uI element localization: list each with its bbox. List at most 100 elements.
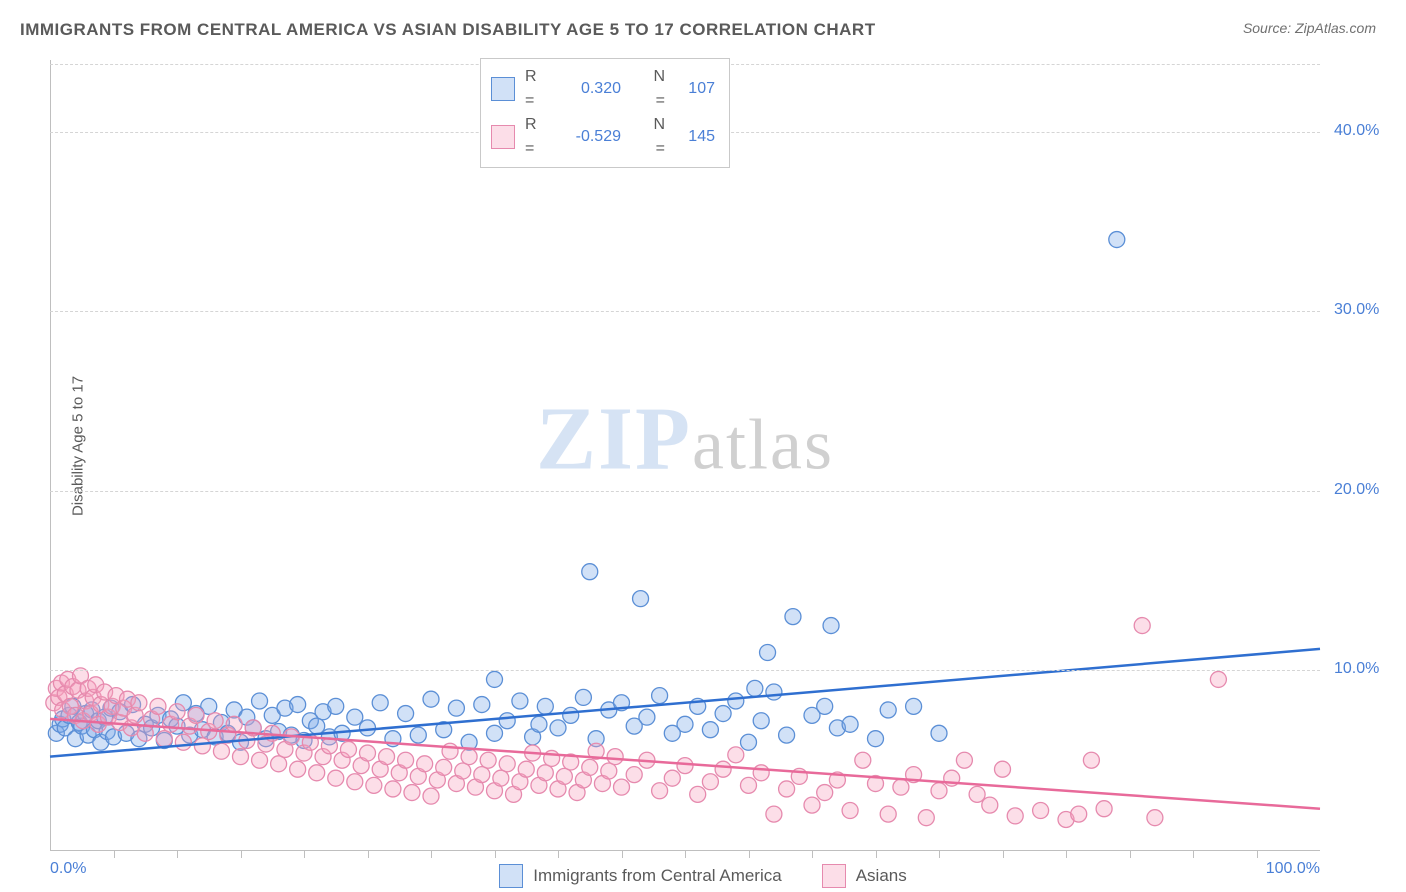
scatter-point-series1 bbox=[499, 713, 515, 729]
x-tick-mark bbox=[495, 850, 496, 858]
scatter-point-series1 bbox=[741, 734, 757, 750]
scatter-point-series2 bbox=[309, 765, 325, 781]
scatter-point-series2 bbox=[398, 752, 414, 768]
legend-bottom-item2: Asians bbox=[822, 864, 907, 888]
scatter-point-series2 bbox=[207, 713, 223, 729]
scatter-point-series2 bbox=[779, 781, 795, 797]
scatter-point-series1 bbox=[582, 564, 598, 580]
x-tick-mark bbox=[241, 850, 242, 858]
scatter-point-series2 bbox=[455, 763, 471, 779]
scatter-point-series1 bbox=[639, 709, 655, 725]
legend-row-series2: R = -0.529 N = 145 bbox=[491, 113, 715, 161]
scatter-point-series2 bbox=[340, 741, 356, 757]
x-tick-mark bbox=[1003, 850, 1004, 858]
grid-line bbox=[50, 670, 1320, 671]
scatter-point-series2 bbox=[601, 763, 617, 779]
scatter-point-series1 bbox=[728, 693, 744, 709]
legend-r-label-1: R = bbox=[525, 65, 549, 113]
scatter-point-series2 bbox=[156, 731, 172, 747]
scatter-point-series2 bbox=[436, 759, 452, 775]
y-tick-label: 20.0% bbox=[1334, 481, 1379, 499]
scatter-point-series2 bbox=[271, 756, 287, 772]
scatter-point-series1 bbox=[677, 716, 693, 732]
chart-svg bbox=[50, 60, 1320, 850]
x-tick-mark bbox=[749, 850, 750, 858]
scatter-point-series1 bbox=[309, 718, 325, 734]
scatter-point-series2 bbox=[582, 759, 598, 775]
scatter-point-series1 bbox=[715, 706, 731, 722]
scatter-point-series2 bbox=[474, 767, 490, 783]
scatter-point-series2 bbox=[518, 761, 534, 777]
scatter-point-series2 bbox=[233, 749, 249, 765]
grid-line bbox=[50, 311, 1320, 312]
x-tick-mark bbox=[114, 850, 115, 858]
y-tick-label: 30.0% bbox=[1334, 301, 1379, 319]
scatter-point-series2 bbox=[652, 783, 668, 799]
x-tick-mark bbox=[1257, 850, 1258, 858]
scatter-point-series2 bbox=[1033, 803, 1049, 819]
x-tick-mark bbox=[685, 850, 686, 858]
legend-bottom-label2: Asians bbox=[856, 866, 907, 886]
scatter-point-series2 bbox=[169, 704, 185, 720]
scatter-point-series1 bbox=[633, 591, 649, 607]
scatter-point-series1 bbox=[487, 671, 503, 687]
scatter-point-series1 bbox=[398, 706, 414, 722]
scatter-point-series2 bbox=[931, 783, 947, 799]
x-tick-mark bbox=[812, 850, 813, 858]
scatter-point-series2 bbox=[702, 774, 718, 790]
scatter-point-series2 bbox=[379, 749, 395, 765]
scatter-point-series2 bbox=[360, 745, 376, 761]
scatter-point-series2 bbox=[493, 770, 509, 786]
scatter-point-series2 bbox=[715, 761, 731, 777]
scatter-point-series1 bbox=[410, 727, 426, 743]
scatter-point-series2 bbox=[664, 770, 680, 786]
scatter-point-series2 bbox=[607, 749, 623, 765]
scatter-point-series1 bbox=[328, 698, 344, 714]
scatter-point-series1 bbox=[360, 720, 376, 736]
scatter-point-series2 bbox=[537, 765, 553, 781]
scatter-point-series1 bbox=[290, 697, 306, 713]
scatter-point-series1 bbox=[766, 684, 782, 700]
scatter-point-series2 bbox=[188, 707, 204, 723]
scatter-point-series2 bbox=[556, 768, 572, 784]
legend-n-value-2: 145 bbox=[675, 125, 715, 149]
scatter-point-series1 bbox=[880, 702, 896, 718]
scatter-point-series2 bbox=[385, 781, 401, 797]
scatter-point-series2 bbox=[226, 716, 242, 732]
x-tick-mark bbox=[876, 850, 877, 858]
scatter-point-series2 bbox=[893, 779, 909, 795]
scatter-point-series2 bbox=[677, 758, 693, 774]
x-tick-mark bbox=[177, 850, 178, 858]
legend-r-label-2: R = bbox=[525, 113, 549, 161]
scatter-point-series2 bbox=[131, 695, 147, 711]
scatter-point-series2 bbox=[480, 752, 496, 768]
scatter-point-series2 bbox=[1083, 752, 1099, 768]
scatter-point-series2 bbox=[614, 779, 630, 795]
scatter-point-series2 bbox=[150, 698, 166, 714]
x-tick-mark bbox=[558, 850, 559, 858]
scatter-point-series2 bbox=[417, 756, 433, 772]
scatter-point-series2 bbox=[347, 774, 363, 790]
scatter-point-series2 bbox=[328, 770, 344, 786]
scatter-point-series2 bbox=[804, 797, 820, 813]
scatter-point-series1 bbox=[474, 697, 490, 713]
scatter-point-series2 bbox=[461, 749, 477, 765]
legend-bottom-item1: Immigrants from Central America bbox=[499, 864, 781, 888]
scatter-point-series2 bbox=[252, 752, 268, 768]
y-tick-label: 10.0% bbox=[1334, 660, 1379, 678]
scatter-point-series1 bbox=[931, 725, 947, 741]
x-tick-mark bbox=[368, 850, 369, 858]
scatter-point-series1 bbox=[652, 688, 668, 704]
legend-bottom: Immigrants from Central America Asians bbox=[0, 864, 1406, 888]
scatter-point-series1 bbox=[372, 695, 388, 711]
scatter-point-series1 bbox=[779, 727, 795, 743]
x-tick-mark bbox=[304, 850, 305, 858]
scatter-point-series2 bbox=[728, 747, 744, 763]
scatter-point-series2 bbox=[817, 785, 833, 801]
scatter-point-series2 bbox=[918, 810, 934, 826]
chart-title: IMMIGRANTS FROM CENTRAL AMERICA VS ASIAN… bbox=[20, 20, 876, 40]
legend-r-value-1: 0.320 bbox=[559, 77, 621, 101]
x-tick-mark bbox=[431, 850, 432, 858]
x-tick-mark bbox=[622, 850, 623, 858]
scatter-point-series2 bbox=[1071, 806, 1087, 822]
